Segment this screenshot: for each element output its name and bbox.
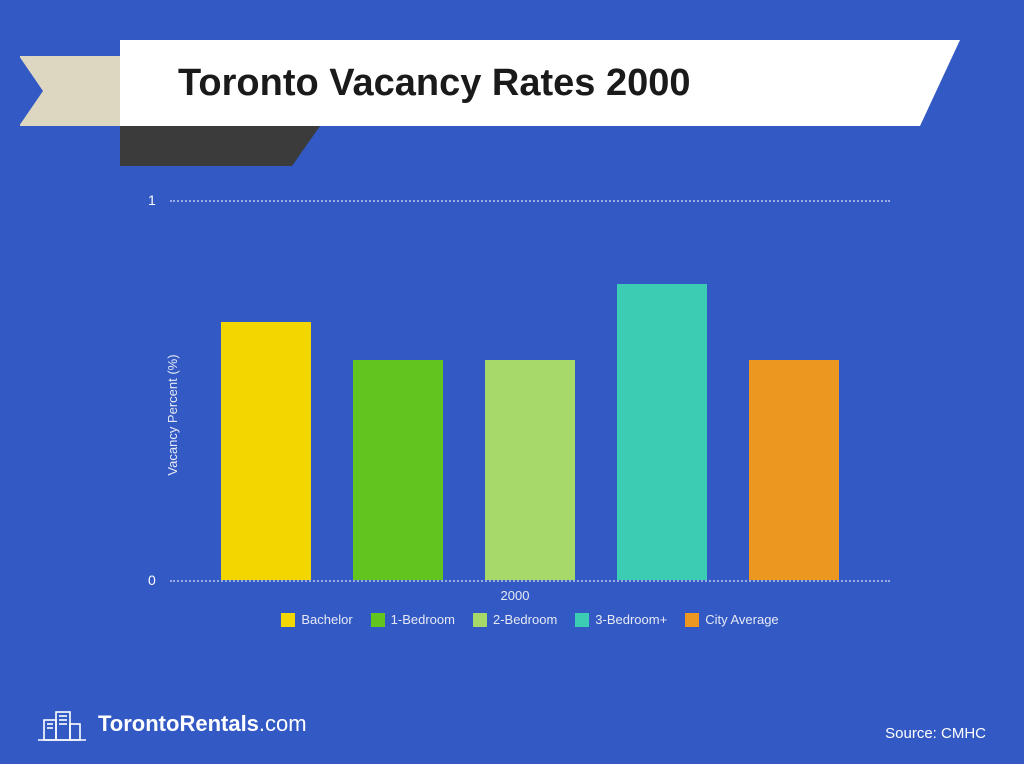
page-title: Toronto Vacancy Rates 2000: [178, 62, 691, 105]
vacancy-chart: Vacancy Percent (%) 1 0 2000 Bachelor 1-…: [130, 200, 900, 630]
bar-bachelor: [221, 322, 311, 580]
legend-label: Bachelor: [301, 612, 352, 627]
footer: TorontoRentals.com Source: CMHC: [38, 706, 986, 742]
legend-label: 2-Bedroom: [493, 612, 557, 627]
legend-swatch: [575, 613, 589, 627]
banner-body: Toronto Vacancy Rates 2000: [120, 40, 920, 126]
brand-text: TorontoRentals.com: [98, 711, 307, 737]
legend-item-1bedroom: 1-Bedroom: [371, 612, 455, 627]
legend-swatch: [685, 613, 699, 627]
ribbon-tail: [20, 56, 130, 126]
legend-item-cityaverage: City Average: [685, 612, 778, 627]
source-text: Source: CMHC: [885, 725, 986, 742]
legend-swatch: [473, 613, 487, 627]
legend-label: City Average: [705, 612, 778, 627]
buildings-icon: [38, 706, 86, 742]
bar-3bedroom: [617, 284, 707, 580]
legend-item-2bedroom: 2-Bedroom: [473, 612, 557, 627]
brand-name: TorontoRentals: [98, 711, 259, 736]
plot-area: 1 0: [170, 200, 890, 580]
legend: Bachelor 1-Bedroom 2-Bedroom 3-Bedroom+ …: [170, 612, 890, 627]
bars-container: [170, 200, 890, 580]
ytick-0: 0: [148, 572, 156, 588]
legend-item-bachelor: Bachelor: [281, 612, 352, 627]
x-axis-label: 2000: [130, 588, 900, 603]
bar-1bedroom: [353, 360, 443, 580]
legend-swatch: [371, 613, 385, 627]
legend-label: 3-Bedroom+: [595, 612, 667, 627]
brand-suffix: .com: [259, 711, 307, 736]
legend-swatch: [281, 613, 295, 627]
legend-label: 1-Bedroom: [391, 612, 455, 627]
legend-item-3bedroom: 3-Bedroom+: [575, 612, 667, 627]
ytick-1: 1: [148, 192, 156, 208]
brand: TorontoRentals.com: [38, 706, 307, 742]
gridline-0: [170, 580, 890, 582]
bar-2bedroom: [485, 360, 575, 580]
bar-cityaverage: [749, 360, 839, 580]
ribbon-shadow: [120, 126, 320, 166]
